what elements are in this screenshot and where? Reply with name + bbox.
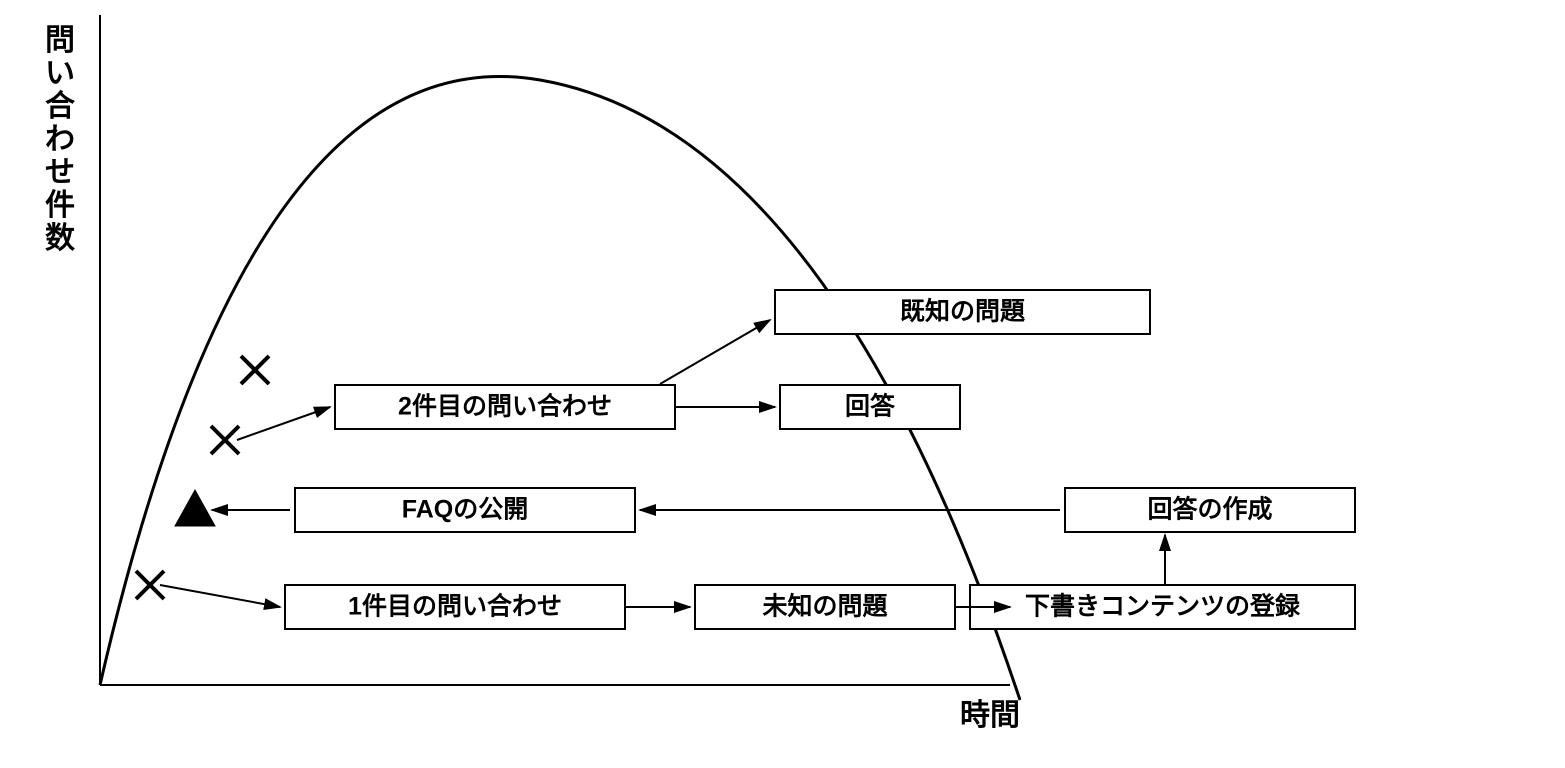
box-label-unknown_problem: 未知の問題: [762, 593, 888, 621]
triangle-marker-icon: [175, 490, 215, 526]
box-label-draft_content: 下書きコンテンツの登録: [1025, 592, 1301, 621]
box-create_answer: 回答の作成: [1065, 488, 1355, 532]
box-faq_publish: FAQの公開: [295, 488, 635, 532]
box-known_problem: 既知の問題: [775, 290, 1150, 334]
box-label-faq_publish: FAQの公開: [402, 496, 528, 524]
box-unknown_problem: 未知の問題: [695, 585, 955, 629]
box-label-known_problem: 既知の問題: [900, 298, 1026, 326]
flow-arrow: [160, 585, 280, 607]
box-label-create_answer: 回答の作成: [1147, 495, 1272, 524]
box-label-second_inquiry: 2件目の問い合わせ: [398, 392, 612, 421]
box-second_inquiry: 2件目の問い合わせ: [335, 385, 675, 429]
box-label-first_inquiry: 1件目の問い合わせ: [348, 592, 562, 621]
y-axis-label: 問い合わせ件数: [45, 24, 76, 255]
x-marker-icon: [136, 571, 164, 599]
flow-arrow: [660, 320, 770, 384]
flow-arrow: [237, 407, 330, 440]
x-axis-label: 時間: [960, 699, 1020, 732]
x-marker-icon: [241, 356, 269, 384]
box-first_inquiry: 1件目の問い合わせ: [285, 585, 625, 629]
box-answer: 回答: [780, 385, 960, 429]
box-label-answer: 回答: [845, 392, 896, 421]
x-marker-icon: [211, 426, 239, 454]
box-draft_content: 下書きコンテンツの登録: [970, 585, 1355, 629]
diagram-canvas: 時間 問い合わせ件数 1件目の問い合わせ 未知の問題 下書きコンテンツの登録 FAQの公開…: [0, 0, 1565, 768]
